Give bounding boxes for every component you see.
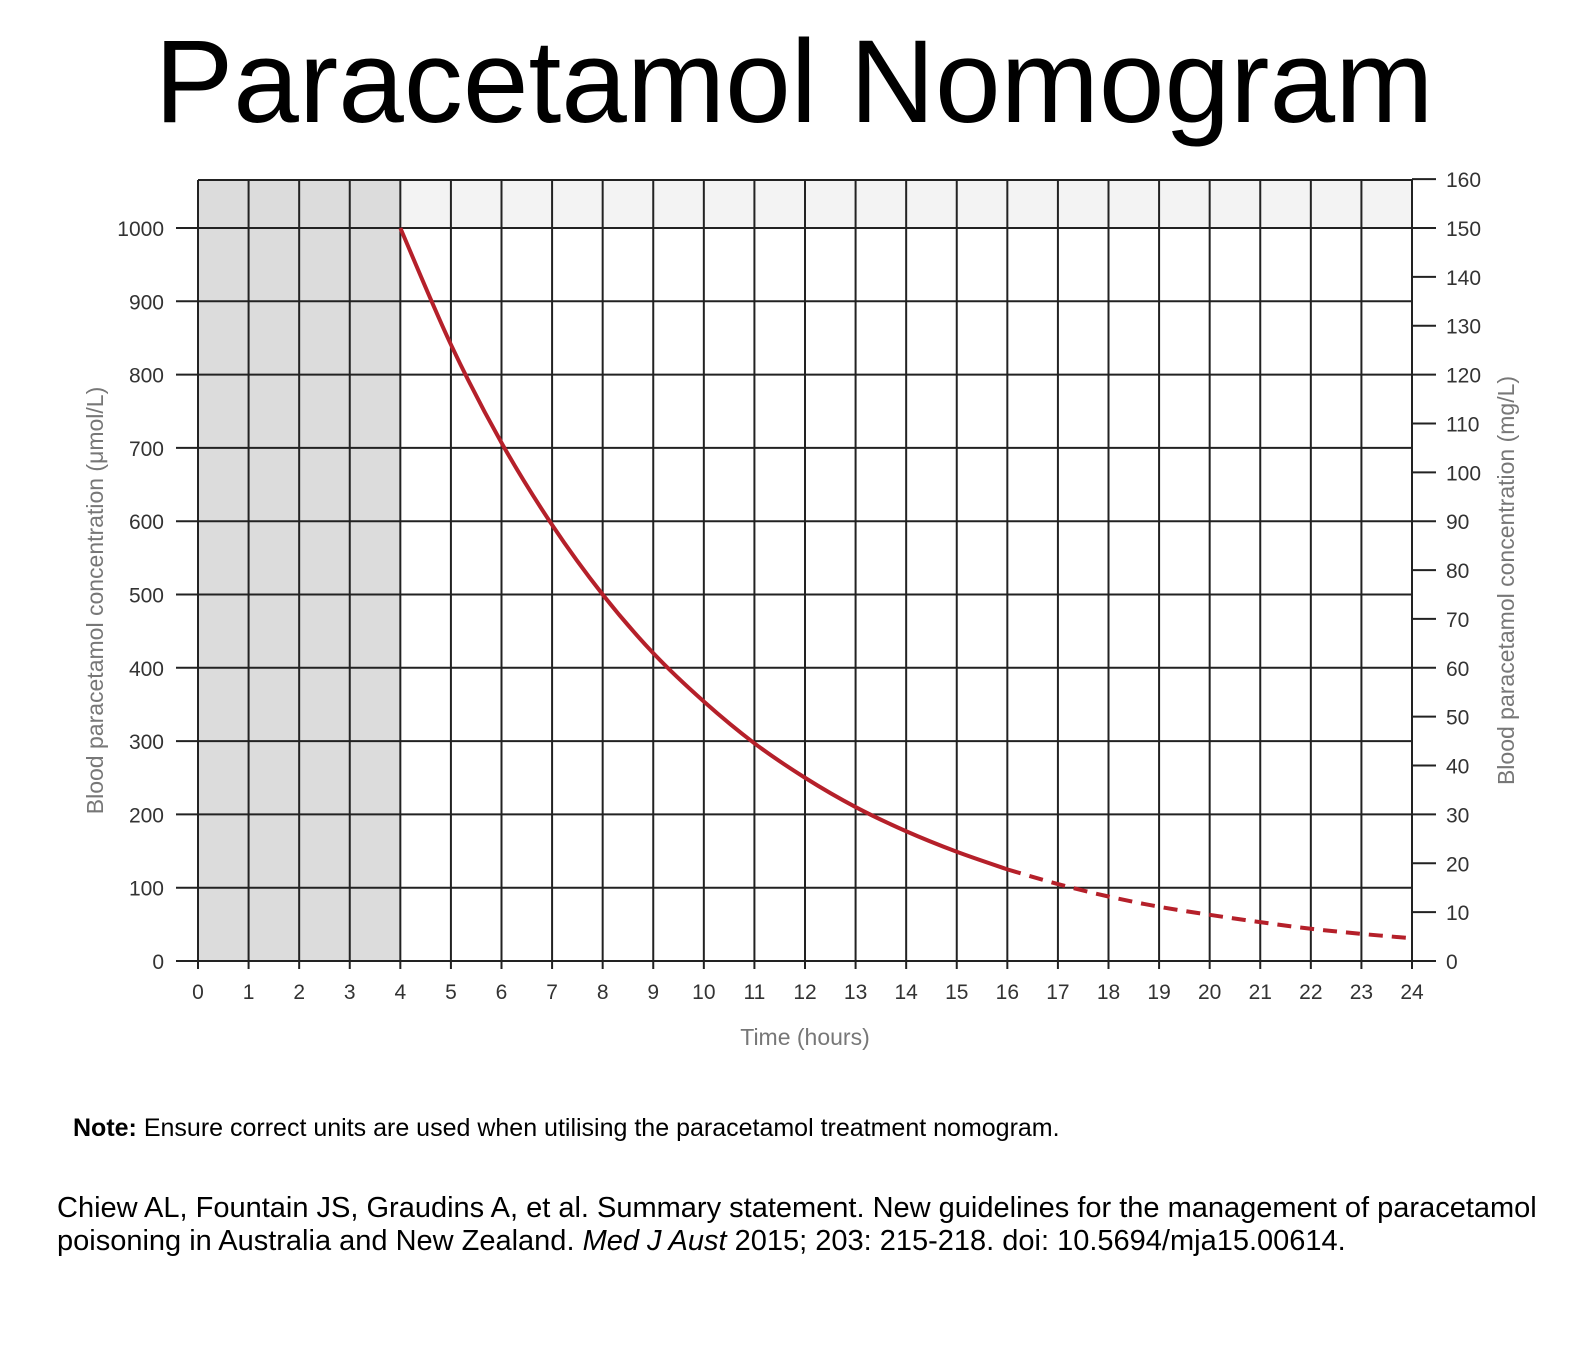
x-tick-label: 21 xyxy=(1249,981,1272,1004)
x-tick-label: 1 xyxy=(243,981,255,1004)
right-tick-label: 30 xyxy=(1446,804,1469,827)
right-tick-label: 20 xyxy=(1446,853,1469,876)
left-tick-label: 100 xyxy=(129,878,164,901)
left-tick-label: 800 xyxy=(129,365,164,388)
right-tick-label: 110 xyxy=(1446,413,1479,436)
citation: Chiew AL, Fountain JS, Graudins A, et al… xyxy=(57,1192,1557,1258)
left-axis-label: Blood paracetamol concentration (μmol/L) xyxy=(82,387,108,814)
note-body: Ensure correct units are used when utili… xyxy=(136,1114,1060,1142)
citation-authors: Chiew AL, Fountain JS, Graudins A, et al… xyxy=(57,1192,1537,1257)
left-tick-label: 300 xyxy=(129,731,164,754)
left-tick-label: 700 xyxy=(129,438,164,461)
nomogram-chart: 0100200300400500600700800900100001020304… xyxy=(82,169,1519,1050)
right-tick-label: 10 xyxy=(1446,902,1469,925)
right-tick-label: 120 xyxy=(1446,365,1481,388)
x-tick-label: 2 xyxy=(293,981,305,1004)
right-tick-label: 60 xyxy=(1446,658,1469,681)
right-tick-label: 70 xyxy=(1446,609,1469,632)
right-tick-label: 140 xyxy=(1446,267,1481,290)
treatment-line-dashed xyxy=(1006,867,1413,941)
treatment-line-solid xyxy=(398,227,1008,872)
x-tick-label: 0 xyxy=(192,981,204,1004)
x-tick-label: 12 xyxy=(793,981,816,1004)
x-tick-label: 3 xyxy=(344,981,356,1004)
right-tick-label: 80 xyxy=(1446,560,1469,583)
x-tick-label: 11 xyxy=(744,981,766,1004)
x-tick-label: 18 xyxy=(1097,981,1120,1004)
page-title: Paracetamol Nomogram xyxy=(154,16,1434,148)
x-tick-label: 23 xyxy=(1350,981,1373,1004)
right-tick-label: 100 xyxy=(1446,462,1481,485)
x-tick-label: 15 xyxy=(945,981,968,1004)
x-tick-label: 8 xyxy=(597,981,609,1004)
citation-journal: Med J Aust xyxy=(582,1225,727,1257)
x-tick-label: 13 xyxy=(844,981,867,1004)
x-tick-label: 10 xyxy=(692,981,715,1004)
x-tick-label: 20 xyxy=(1198,981,1221,1004)
right-tick-label: 50 xyxy=(1446,707,1469,730)
label-layer: 0100200300400500600700800900100001020304… xyxy=(82,169,1519,1050)
note-label: Note: xyxy=(73,1114,137,1142)
left-tick-label: 900 xyxy=(129,291,164,314)
x-tick-label: 17 xyxy=(1046,981,1069,1004)
left-tick-label: 200 xyxy=(129,804,164,827)
grid-layer xyxy=(197,179,1413,962)
x-tick-label: 5 xyxy=(445,981,457,1004)
x-tick-label: 16 xyxy=(996,981,1019,1004)
note-text: Note: Ensure correct units are used when… xyxy=(73,1112,1060,1144)
series-layer xyxy=(398,227,1413,941)
right-tick-label: 40 xyxy=(1446,756,1469,779)
citation-details: 2015; 203: 215-218. doi: 10.5694/mja15.0… xyxy=(726,1225,1346,1257)
x-tick-label: 22 xyxy=(1299,981,1322,1004)
x-tick-label: 19 xyxy=(1147,981,1170,1004)
x-tick-label: 7 xyxy=(546,981,558,1004)
x-tick-label: 9 xyxy=(647,981,659,1004)
x-tick-label: 14 xyxy=(894,981,918,1004)
right-tick-label: 90 xyxy=(1446,511,1469,534)
x-tick-label: 24 xyxy=(1400,981,1424,1004)
left-tick-label: 1000 xyxy=(117,218,164,241)
x-axis-label: Time (hours) xyxy=(740,1024,870,1050)
right-tick-label: 150 xyxy=(1446,218,1481,241)
right-tick-label: 160 xyxy=(1446,169,1481,192)
x-tick-label: 4 xyxy=(394,981,406,1004)
right-tick-label: 130 xyxy=(1446,316,1481,339)
left-tick-label: 600 xyxy=(129,511,164,534)
right-tick-label: 0 xyxy=(1446,951,1458,974)
left-tick-label: 0 xyxy=(152,951,164,974)
left-tick-label: 400 xyxy=(129,658,164,681)
left-tick-label: 500 xyxy=(129,585,164,608)
x-tick-label: 6 xyxy=(496,981,508,1004)
right-axis-label: Blood paracetamol concentration (mg/L) xyxy=(1493,376,1519,785)
axis-layer xyxy=(176,178,1436,969)
